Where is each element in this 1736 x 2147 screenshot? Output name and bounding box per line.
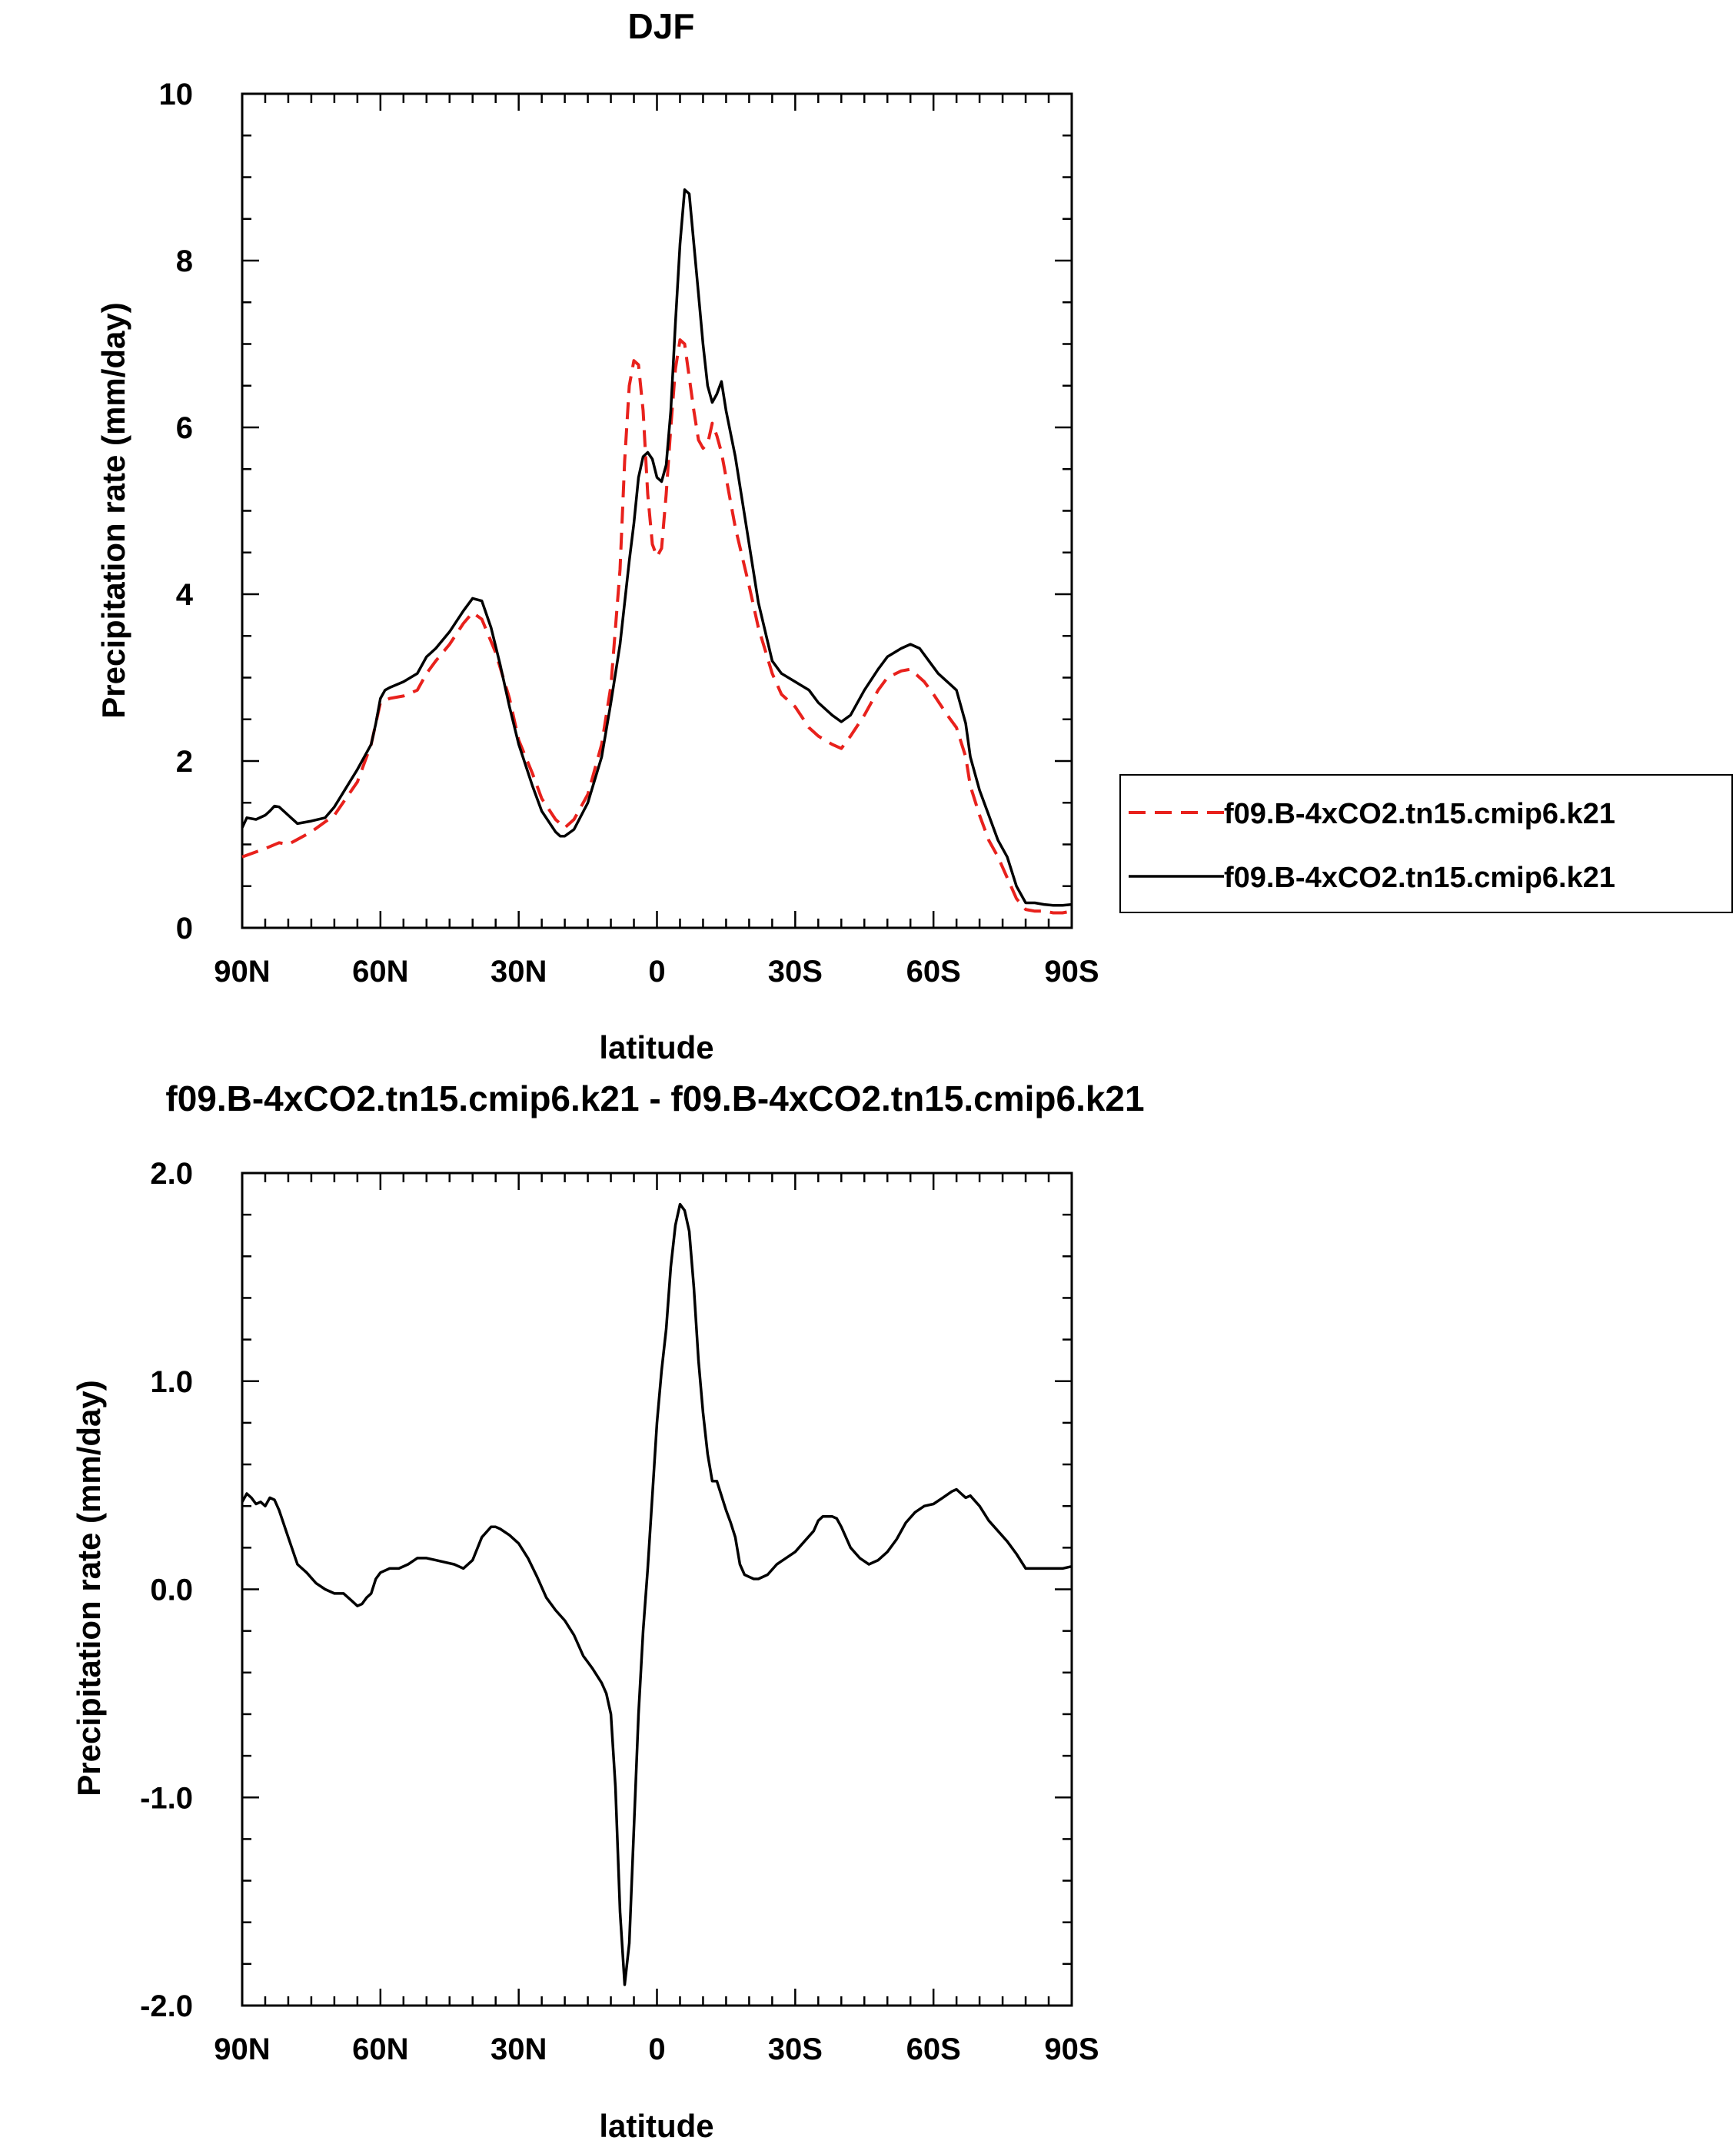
top-chart-y-tick-label: 10: [159, 78, 194, 111]
bottom-chart-y-tick-label: 2.0: [150, 1157, 193, 1191]
top-chart-title: DJF: [628, 6, 695, 46]
bottom-chart-y-tick-label: -1.0: [140, 1781, 193, 1815]
top-chart-plot-area: [241, 92, 1073, 929]
top-chart-x-tick-label: 30S: [768, 955, 823, 989]
top-chart-y-tick-label: 6: [176, 411, 193, 445]
bottom-chart-x-axis-title: latitude: [599, 2108, 713, 2143]
bottom-chart-x-tick-label: 30N: [491, 2032, 547, 2066]
top-chart-x-tick-label: 0: [648, 955, 665, 989]
bottom-chart-series-group: [241, 1202, 1073, 1986]
bottom-chart-x-tick-labels: 90N 60N 30N 0 30S 60S 90S: [214, 2032, 1099, 2066]
top-chart: DJF 90N 60N 30N 0 30S 60S 90S 0 2 4 6 8 10 latitude…: [95, 6, 1733, 1065]
top-chart-x-tick-label: 90S: [1044, 955, 1099, 989]
legend-box: [1119, 774, 1733, 913]
bottom-chart-x-tick-label: 60S: [906, 2032, 961, 2066]
top-chart-y-axis-title: Precipitation rate (mm/day): [95, 302, 131, 718]
top-chart-series-group: [241, 188, 1073, 915]
bottom-chart-ticks: [241, 1172, 1073, 2007]
top-chart-x-tick-labels: 90N 60N 30N 0 30S 60S 90S: [214, 955, 1099, 989]
bottom-chart-x-tick-label: 0: [648, 2032, 665, 2066]
bottom-chart-y-tick-label: -2.0: [140, 1989, 193, 2023]
bottom-chart-x-tick-label: 30S: [768, 2032, 823, 2066]
bottom-chart-y-tick-label: 1.0: [150, 1365, 193, 1399]
bottom-chart-plot-frame: [241, 1172, 1073, 2007]
legend-label-series-2: f09.B-4xCO2.tn15.cmip6.k21: [1224, 862, 1615, 894]
top-chart-ticks: [241, 92, 1073, 929]
bottom-chart-title: f09.B-4xCO2.tn15.cmip6.k21 - f09.B-4xCO2…: [165, 1078, 1144, 1118]
top-chart-x-tick-label: 90N: [214, 955, 270, 989]
bottom-chart-y-axis-title: Precipitation rate (mm/day): [71, 1380, 107, 1796]
top-chart-y-tick-labels: 0 2 4 6 8 10: [159, 78, 194, 946]
top-chart-series-line-1: [241, 338, 1073, 915]
top-chart-legend: f09.B-4xCO2.tn15.cmip6.k21 f09.B-4xCO2.t…: [1119, 774, 1733, 913]
top-chart-y-tick-label: 8: [176, 244, 193, 278]
bottom-chart-series-line-1: [241, 1202, 1073, 1986]
legend-label-series-1: f09.B-4xCO2.tn15.cmip6.k21: [1224, 798, 1615, 830]
bottom-chart-plot-area: [241, 1172, 1073, 2007]
top-chart-x-tick-label: 30N: [491, 955, 547, 989]
top-chart-series-line-2: [241, 188, 1073, 907]
bottom-chart-y-tick-labels: -2.0 -1.0 0.0 1.0 2.0: [140, 1157, 193, 2023]
top-chart-x-axis-title: latitude: [599, 1029, 713, 1065]
top-chart-y-tick-label: 2: [176, 745, 193, 779]
top-chart-x-tick-label: 60N: [352, 955, 408, 989]
top-chart-x-tick-label: 60S: [906, 955, 961, 989]
bottom-chart-x-tick-label: 90S: [1044, 2032, 1099, 2066]
top-chart-plot-frame: [241, 92, 1073, 929]
top-chart-y-tick-label: 4: [176, 578, 194, 612]
bottom-chart: f09.B-4xCO2.tn15.cmip6.k21 - f09.B-4xCO2…: [71, 1078, 1145, 2144]
top-chart-y-tick-label: 0: [176, 912, 193, 946]
bottom-chart-y-tick-label: 0.0: [150, 1574, 193, 1607]
bottom-chart-x-tick-label: 90N: [214, 2032, 270, 2066]
bottom-chart-x-tick-label: 60N: [352, 2032, 408, 2066]
